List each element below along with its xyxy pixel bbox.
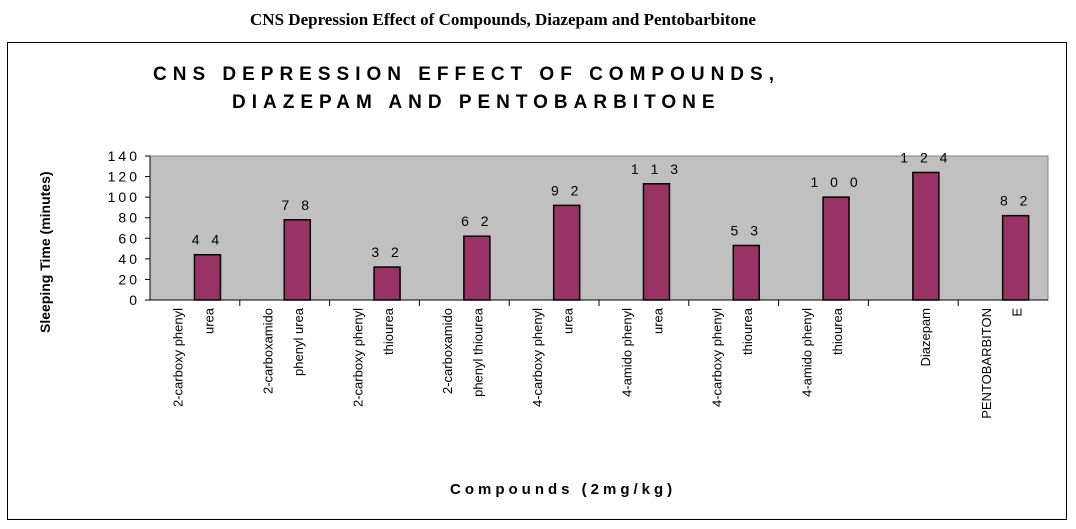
chart-frame — [7, 42, 1067, 520]
y-tick-label: 120 — [108, 169, 140, 185]
bar — [463, 235, 491, 301]
category-label: thiourea — [381, 307, 396, 355]
category-labels: 2-carboxy phenyl urea 2-carboxamido phenyl … — [171, 307, 1025, 419]
category-label: 2-carboxamido — [440, 308, 455, 394]
bar — [193, 253, 222, 301]
data-label: 3 2 — [371, 244, 402, 260]
data-label: 8 2 — [1000, 193, 1031, 209]
x-axis-title: Compounds (2mg/kg) — [450, 481, 676, 498]
y-tick-label: 80 — [118, 210, 140, 226]
category-label: urea — [201, 307, 216, 334]
y-tick-label: 40 — [118, 251, 140, 267]
bar — [912, 171, 940, 301]
data-label: 5 3 — [731, 222, 762, 238]
chart-title-line-1: CNS DEPRESSION EFFECT OF COMPOUNDS, — [153, 64, 780, 85]
category-label: 2-carboxy phenyl — [350, 308, 365, 407]
data-label: 1 2 4 — [900, 149, 951, 165]
chart-title-line-2: DIAZEPAM AND PENTOBARBITONE — [232, 92, 721, 113]
category-label: thiourea — [830, 307, 845, 355]
bar — [552, 204, 581, 301]
y-tick-label: 60 — [118, 230, 140, 246]
category-label: 4-amido phenyl — [799, 308, 814, 397]
category-label: 2-carboxy phenyl — [171, 308, 186, 407]
bar — [642, 183, 671, 301]
category-label: thiourea — [740, 307, 755, 355]
category-label: phenyl urea — [291, 307, 306, 376]
data-label: 9 2 — [551, 182, 582, 198]
category-label: PENTOBARBITON — [979, 308, 994, 419]
y-tick-label: 20 — [118, 271, 140, 287]
data-label: 1 0 0 — [811, 174, 862, 190]
category-label: phenyl thiourea — [471, 307, 486, 397]
bar-series — [193, 171, 1030, 301]
data-label: 6 2 — [461, 213, 492, 229]
y-tick-label: 140 — [108, 148, 140, 164]
y-tick-label: 100 — [108, 189, 140, 205]
data-labels: 4 4 7 8 3 2 6 2 9 2 1 1 3 5 3 1 0 0 1 2 4 8 2 — [192, 149, 1031, 260]
bar — [283, 219, 312, 301]
bar — [373, 266, 401, 301]
category-label: 2-carboxamido — [261, 308, 276, 394]
y-axis-title: Sleeping Time (minutes) — [37, 171, 53, 333]
category-label: urea — [650, 307, 665, 334]
data-label: 7 8 — [282, 197, 313, 213]
category-label: urea — [560, 307, 575, 334]
data-label: 1 1 3 — [631, 161, 682, 177]
bar — [1001, 214, 1030, 301]
y-tick-label: 0 — [129, 292, 140, 308]
category-label: Diazepam — [918, 308, 933, 367]
category-label: E — [1009, 308, 1024, 317]
bar — [732, 244, 761, 301]
bar — [822, 196, 850, 301]
category-label: 4-amido phenyl — [620, 308, 635, 397]
category-label: 4-carboxy phenyl — [530, 308, 545, 407]
data-label: 4 4 — [192, 232, 223, 248]
document-heading: CNS Depression Effect of Compounds, Diaz… — [250, 10, 756, 29]
category-label: 4-carboxy phenyl — [710, 308, 725, 407]
